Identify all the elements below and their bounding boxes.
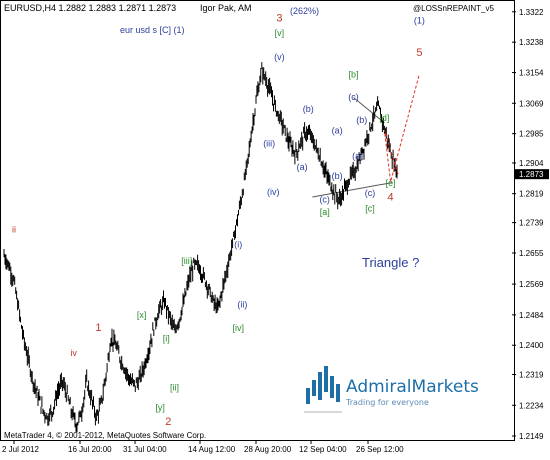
symbol-header: EURUSD,H4 1.2882 1.2883 1.2871 1.2873: [4, 3, 176, 13]
author-label: Igor Pak, AM: [200, 3, 252, 13]
wave-label: (ii): [237, 299, 247, 309]
x-tick-label: 12 Sep 04:00: [299, 445, 347, 454]
chart-subtitle: eur usd s [C] (1): [120, 25, 185, 35]
wave-label: (a): [352, 151, 363, 161]
wave-label: 4: [388, 192, 394, 204]
wave-label: [iii]: [181, 256, 192, 266]
x-axis: 2 Jul 2012 16 Jul 20:00 31 Jul 04:00 14 Aug…: [2, 440, 404, 454]
y-tick-label: 1.2739: [519, 219, 544, 228]
triangle-trend-lines: [312, 97, 393, 198]
logo-bar: [336, 384, 340, 402]
forecast-line: [383, 73, 420, 182]
x-tick-label: 14 Aug 12:00: [188, 445, 236, 454]
logo-bar: [312, 380, 316, 396]
wave-label: [b]: [348, 70, 358, 80]
logo-bar: [306, 388, 310, 404]
admiral-markets-logo: AdmiralMarkets Trading for everyone: [304, 366, 479, 413]
y-tick-label: 1.2904: [519, 159, 544, 168]
triangle-annotation: Triangle ?: [362, 255, 419, 270]
wave-label: [e]: [386, 178, 396, 188]
y-tick-label: 1.2400: [519, 341, 544, 350]
copyright-footer: MetaTrader 4, © 2001-2012, MetaQuotes So…: [4, 431, 206, 440]
logo-bar: [330, 376, 334, 398]
y-tick-label: 1.2234: [519, 401, 544, 410]
wave-label: [i]: [163, 334, 170, 344]
triangle-lower-line: [312, 181, 393, 198]
current-price-box: [515, 169, 549, 180]
wave-label: [c]: [365, 203, 375, 213]
wave-label: (1): [414, 15, 425, 25]
triangle-upper-line: [353, 97, 385, 124]
logo-mark: [304, 366, 342, 413]
x-tick-label: 28 Aug 20:00: [244, 445, 292, 454]
wave-label: 2: [165, 416, 171, 428]
wave-label: (c): [365, 188, 376, 198]
wave-label: (a): [297, 162, 308, 172]
x-tick-label: 26 Sep 12:00: [356, 445, 404, 454]
y-tick-label: 1.2569: [519, 280, 544, 289]
wave-label: (b): [303, 104, 314, 114]
wave-label: [d]: [379, 113, 389, 123]
wave-label: (iv): [267, 187, 280, 197]
svg-text:AdmiralMarkets: AdmiralMarkets: [346, 377, 479, 397]
wave-labels: ii iv 1 [x] [y]2 [i] [ii] [iii] [iv] (i) (ii) (iii)…: [12, 13, 425, 428]
wave-label: [v]: [275, 28, 285, 38]
plot-frame: [0, 0, 515, 441]
wave-label: [y]: [155, 402, 165, 412]
wave-label: (c): [348, 92, 359, 102]
wave-label: [a]: [320, 207, 330, 217]
y-tick-label: 1.3238: [519, 38, 544, 47]
wave-label: (c): [319, 194, 330, 204]
y-axis: 1.3322 1.3238 1.3154 1.3069 1.2985 1.2904 1.28…: [512, 8, 549, 441]
percent-label: (262%): [290, 6, 319, 16]
wave-label: (b): [356, 115, 367, 125]
logo-name-a: Admiral: [346, 377, 412, 397]
y-tick-label: 1.3322: [519, 8, 544, 17]
wave-label: [x]: [137, 310, 147, 320]
wave-label: (iii): [263, 138, 275, 148]
wave-label: (a): [332, 126, 343, 136]
forecast-path: [383, 73, 420, 182]
wave-label: 5: [416, 47, 422, 59]
x-tick-label: 2 Jul 2012: [2, 445, 39, 454]
y-tick-label: 1.2149: [519, 432, 544, 441]
wave-label: (b): [332, 171, 343, 181]
y-tick-label: 1.3154: [519, 69, 544, 78]
current-price-label: 1.2873: [519, 170, 544, 179]
logo-name-b: Markets: [412, 377, 479, 397]
x-tick-label: 31 Jul 04:00: [123, 445, 167, 454]
wave-label: 3: [276, 13, 282, 25]
wave-label: iv: [70, 348, 77, 358]
wave-label: ii: [12, 224, 16, 234]
y-tick-label: 1.3069: [519, 99, 544, 108]
y-tick-label: 1.2319: [519, 371, 544, 380]
logo-bar: [318, 372, 322, 400]
indicator-label: @LOSSnREPAINT_v5: [413, 4, 494, 13]
y-tick-label: 1.2985: [519, 130, 544, 139]
y-tick-label: 1.2819: [519, 190, 544, 199]
y-tick-label: 1.2655: [519, 249, 544, 258]
logo-bar: [324, 366, 328, 392]
wave-label: [ii]: [170, 382, 179, 392]
x-tick-label: 16 Jul 20:00: [68, 445, 112, 454]
y-tick-label: 1.2484: [519, 311, 544, 320]
wave-label: [iv]: [233, 323, 245, 333]
price-bars: [3, 62, 398, 433]
wave-label: (v): [274, 52, 285, 62]
wave-label: 1: [95, 322, 101, 334]
logo-tagline: Trading for everyone: [345, 398, 429, 407]
wave-label: (i): [234, 240, 242, 250]
